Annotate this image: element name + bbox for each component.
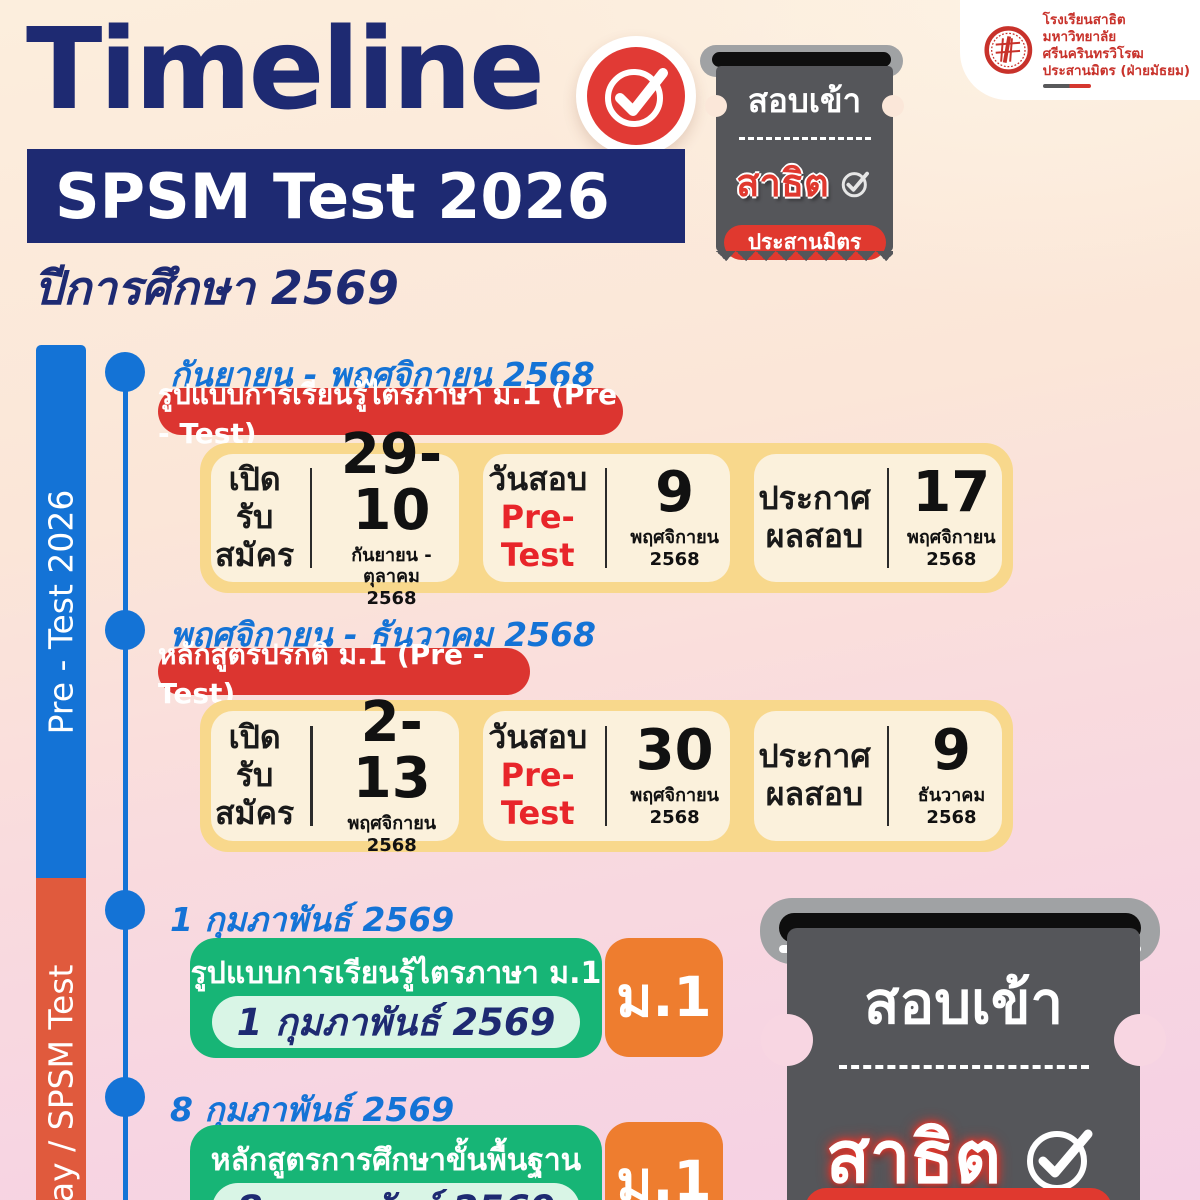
- section4-event-box: หลักสูตรการศึกษาขั้นพื้นฐาน ม.1 8 กุมภาพ…: [190, 1125, 602, 1200]
- card-value: 9 พฤศจิกายน 2568: [630, 460, 719, 570]
- title-bar: SPSM Test 2026: [27, 149, 685, 243]
- section1-card-apply: เปิดรับ สมัคร 29-10 กันยายน - ตุลาคม 2568: [211, 426, 459, 609]
- card-value: 2-13 พฤศจิกายน 2568: [347, 690, 437, 856]
- card-divider: [604, 468, 607, 568]
- section3-grade-text: ม.1: [616, 965, 712, 1029]
- small-ticket-notch-right: [882, 95, 904, 117]
- section2-schedule: เปิดรับ สมัคร 2-13 พฤศจิกายน 2568 วันสอบ…: [200, 695, 1013, 856]
- card-value: 17 พฤศจิกายน 2568: [907, 460, 996, 570]
- card-label: เปิดรับ สมัคร: [215, 460, 295, 574]
- check-badge: [576, 36, 696, 156]
- small-ticket-header: สอบเข้า: [747, 81, 862, 120]
- big-ticket-footer-pill: [805, 1188, 1112, 1200]
- section1-schedule: เปิดรับ สมัคร 29-10 กันยายน - ตุลาคม 2568…: [200, 426, 1013, 609]
- section4-grade-badge: ม.1: [605, 1122, 723, 1200]
- section1-program-tag-text: รูปแบบการเรียนรู้ไตรภาษา ม.1 (Pre - Test…: [158, 378, 618, 450]
- timeline-dot-4: [105, 1077, 145, 1117]
- card-divider: [604, 726, 607, 826]
- big-ticket: สอบเข้า สาธิต: [787, 928, 1140, 1200]
- timeline-dot-2: [105, 610, 145, 650]
- small-ticket-notch-left: [705, 95, 727, 117]
- section4-date: 8 กุมภาพันธ์ 2569: [170, 1090, 455, 1129]
- card-value: 9 ธันวาคม 2568: [917, 718, 986, 828]
- section3-date: 1 กุมภาพันธ์ 2569: [170, 900, 455, 939]
- section4-grade-text: ม.1: [616, 1149, 712, 1200]
- rail-pretest-label: Pre - Test 2026: [41, 489, 81, 734]
- section1-card-results: ประกาศ ผลสอบ 17 พฤศจิกายน 2568: [754, 454, 1003, 582]
- card-divider: [310, 726, 313, 826]
- timeline-dot-3: [105, 890, 145, 930]
- card-label: วันสอบ Pre-Test: [488, 460, 588, 574]
- school-name-line2: มหาวิทยาลัยศรีนครินทรวิโรฒ: [1042, 29, 1144, 62]
- rail-testday: Day / SPSM Test: [36, 878, 86, 1200]
- title-bar-text: SPSM Test 2026: [55, 159, 610, 233]
- card-label: วันสอบ Pre-Test: [488, 718, 588, 832]
- academic-year: ปีการศึกษา 2569: [34, 261, 399, 315]
- timeline-dot-1: [105, 352, 145, 392]
- check-badge-circle: [587, 47, 685, 145]
- small-ticket-divider: [738, 137, 871, 140]
- small-ticket-check-icon: [841, 171, 869, 197]
- big-ticket-notch-right: [1114, 1014, 1166, 1066]
- section1-program-tag: รูปแบบการเรียนรู้ไตรภาษา ม.1 (Pre - Test…: [158, 378, 623, 450]
- section3-program: รูปแบบการเรียนรู้ไตรภาษา ม.1: [190, 956, 602, 991]
- section3-event-box: รูปแบบการเรียนรู้ไตรภาษา ม.1 1 กุมภาพันธ…: [190, 938, 602, 1058]
- small-ticket-teeth: [716, 251, 893, 261]
- section3-grade-badge: ม.1: [605, 938, 723, 1057]
- section2-card-results: ประกาศ ผลสอบ 9 ธันวาคม 2568: [754, 711, 1003, 841]
- big-ticket-header: สอบเข้า: [863, 969, 1064, 1037]
- section2-program-tag-text: หลักสูตรปรกติ ม.1 (Pre - Test): [158, 638, 485, 710]
- page-title: Timeline: [26, 5, 545, 135]
- card-divider: [886, 726, 889, 826]
- section1-card-exam: วันสอบ Pre-Test 9 พฤศจิกายน 2568: [482, 454, 731, 582]
- rail-pretest: Pre - Test 2026: [36, 345, 86, 878]
- big-ticket-name: สาธิต: [825, 1115, 1002, 1199]
- logo-underline: [1042, 83, 1091, 88]
- section4-date-pill-text: 8 กุมภาพันธ์ 2569: [237, 1180, 556, 1200]
- big-ticket-check-icon: [1027, 1129, 1093, 1191]
- section3-date-pill-text: 1 กุมภาพันธ์ 2569: [236, 1000, 556, 1044]
- check-icon: [605, 68, 668, 127]
- school-logo-card: โรงเรียนสาธิต มหาวิทยาลัยศรีนครินทรวิโรฒ…: [960, 0, 1200, 100]
- school-name: โรงเรียนสาธิต มหาวิทยาลัยศรีนครินทรวิโรฒ…: [1042, 12, 1200, 88]
- section2-card-exam: วันสอบ Pre-Test 30 พฤศจิกายน 2568: [482, 711, 731, 841]
- card-divider: [886, 468, 889, 568]
- section1-date: กันยายน - พฤศจิกายน 2568: [170, 355, 595, 394]
- card-label: ประกาศ ผลสอบ: [758, 479, 871, 555]
- small-ticket-slot: [712, 52, 891, 67]
- card-label: ประกาศ ผลสอบ: [758, 737, 871, 813]
- card-value: 30 พฤศจิกายน 2568: [630, 718, 719, 828]
- big-ticket-divider: [838, 1065, 1089, 1069]
- card-label: เปิดรับ สมัคร: [215, 718, 295, 832]
- big-ticket-notch-left: [761, 1014, 813, 1066]
- school-seal-icon: [984, 26, 1033, 74]
- section2-card-apply: เปิดรับ สมัคร 2-13 พฤศจิกายน 2568: [211, 695, 459, 856]
- small-ticket-name: สาธิต: [736, 161, 829, 205]
- rail-testday-label: Day / SPSM Test: [41, 964, 81, 1200]
- section2-program-tag: หลักสูตรปรกติ ม.1 (Pre - Test): [158, 638, 530, 710]
- small-ticket-footer: ประสานมิตร: [747, 230, 862, 254]
- school-name-line3: ประสานมิตร (ฝ่ายมัธยม): [1042, 62, 1191, 79]
- school-name-line1: โรงเรียนสาธิต: [1042, 12, 1126, 29]
- section3-date-pill: 1 กุมภาพันธ์ 2569: [212, 996, 580, 1048]
- section2-date: พฤศจิกายน - ธันวาคม 2568: [170, 615, 597, 654]
- small-ticket: สอบเข้า สาธิต ประสานมิตร: [716, 66, 893, 260]
- card-divider: [310, 468, 313, 568]
- timeline-line: [123, 372, 128, 1200]
- section4-date-pill: 8 กุมภาพันธ์ 2569: [212, 1183, 580, 1200]
- card-value: 29-10 กันยายน - ตุลาคม 2568: [340, 421, 443, 609]
